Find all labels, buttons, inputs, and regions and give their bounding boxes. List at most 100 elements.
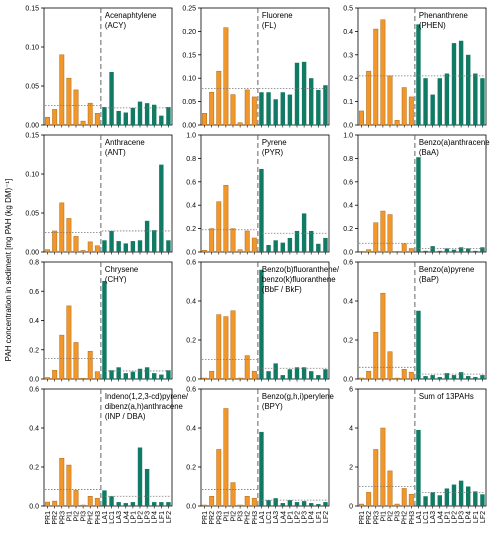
x-tick-label: LP2 <box>295 511 302 524</box>
bar-lake-LA3 <box>116 367 121 379</box>
bar-river-PR3 <box>216 201 222 253</box>
bar-lake-LA3 <box>116 502 121 506</box>
bar-river-PR1 <box>359 377 365 380</box>
bar-river-PH2 <box>244 230 250 253</box>
bar-river-PR1 <box>45 377 51 380</box>
bar-lake-LF2 <box>323 369 328 379</box>
bar-river-PR1 <box>45 116 51 126</box>
bar-lake-LP2 <box>137 240 143 252</box>
x-tick-label: LP4 <box>466 511 473 524</box>
chart-panel: 0.00 0.05 0.10 0.15 Acenaphtylene(ACY) <box>25 6 173 130</box>
y-tick-label: 0.05 <box>25 211 39 218</box>
chart-panel: 0.00 0.05 0.10 0.15 0.20 0.25 Fluorene(FL) <box>182 6 330 130</box>
bar-lake-LF2 <box>166 107 171 125</box>
x-tick-label: LA4 <box>280 511 287 524</box>
y-tick-label: 0.2 <box>186 465 196 472</box>
bar-lake-LP2 <box>294 502 300 506</box>
bar-lake-LF2 <box>480 78 485 125</box>
bar-river-PI2 <box>73 236 79 253</box>
bar-lake-LP1 <box>287 369 293 379</box>
bar-lake-LP1 <box>444 373 450 379</box>
bar-river-PR1 <box>45 249 51 253</box>
y-tick-label: 1.0 <box>343 133 353 140</box>
x-tick-label: PR2 <box>366 511 373 525</box>
x-tick-label: PH3 <box>252 511 259 525</box>
bar-river-PH3 <box>251 370 257 380</box>
bar-river-PH3 <box>408 248 414 253</box>
bar-river-PR2 <box>366 70 372 126</box>
y-tick-label: 0.2 <box>343 226 353 233</box>
y-tick-label: 0.10 <box>182 76 196 83</box>
bar-river-PI2 <box>387 351 393 380</box>
chart-panel: 0.0 0.2 0.4 0.6 Benzo(b)fluoranthene/benzo(k… <box>186 260 340 384</box>
bar-lake-LF2 <box>166 370 171 379</box>
x-tick-label: PR3 <box>216 511 223 525</box>
bar-river-PR1 <box>359 110 365 126</box>
bar-river-PI3 <box>237 249 243 253</box>
bar-river-PH3 <box>408 96 414 126</box>
x-tick-label: PI1 <box>380 511 387 522</box>
bar-lake-LA1 <box>416 429 421 506</box>
y-tick-label: 0.0 <box>186 250 196 257</box>
bar-river-PI1 <box>223 27 229 126</box>
chart-panel: 0.0 0.2 0.4 0.6 Benzo(g,h,i)perylene(BPY) PR1… <box>186 387 334 525</box>
bar-river-PR3 <box>216 314 222 380</box>
chart-panel: 0 2 4 6 Sum of 13PAHs PR1 PR2 PR3 PI1 PI2 PI3 PH2 PH… <box>349 387 487 525</box>
bar-lake-LA3 <box>430 94 435 125</box>
bar-lake-LP3 <box>458 247 464 252</box>
y-tick-label: 0.15 <box>182 52 196 59</box>
bar-river-PI3 <box>394 503 400 507</box>
bar-river-PI1 <box>380 19 386 126</box>
bar-lake-LA4 <box>123 503 128 506</box>
y-tick-label: 0.6 <box>186 260 196 267</box>
y-tick-label: 0.8 <box>343 156 353 163</box>
y-tick-label: 0.4 <box>186 426 196 433</box>
panel-frame <box>357 261 487 380</box>
bar-lake-LP2 <box>294 230 300 252</box>
bar-river-PH3 <box>251 96 257 126</box>
y-tick-label: 1.0 <box>186 133 196 140</box>
bar-lake-LA4 <box>280 375 285 379</box>
x-tick-label: PI1 <box>223 511 230 522</box>
panel-title-line: Benzo(a)pyrene <box>419 265 474 274</box>
bar-river-PH3 <box>94 371 100 380</box>
panel-title-line: (CHY) <box>105 275 127 284</box>
y-tick-label: 0.0 <box>343 123 353 130</box>
x-tick-label: LC1 <box>109 511 116 524</box>
bar-lake-LP3 <box>144 468 150 506</box>
bar-lake-LP4 <box>309 371 314 379</box>
bar-lake-LA3 <box>430 375 435 379</box>
bar-lake-LC1 <box>109 230 114 252</box>
panel-title-line: (BPY) <box>262 402 283 411</box>
x-tick-label: LF1 <box>473 511 480 523</box>
bar-river-PI2 <box>230 310 236 380</box>
panel-frame <box>200 134 330 253</box>
bar-lake-LC1 <box>423 78 428 125</box>
bar-river-PR3 <box>59 202 65 253</box>
x-tick-label: PI3 <box>238 511 245 522</box>
panel-title-line: (BbF / BkF) <box>262 285 302 294</box>
bar-lake-LF2 <box>323 237 328 252</box>
bar-river-PH2 <box>87 350 93 380</box>
y-tick-label: 0.10 <box>25 172 39 179</box>
bar-lake-LA1 <box>259 92 264 125</box>
bar-river-PI3 <box>237 504 243 507</box>
bar-river-PI3 <box>394 377 400 380</box>
bar-lake-LA4 <box>437 495 442 506</box>
bar-river-PH2 <box>401 87 407 126</box>
bar-river-PI2 <box>73 490 79 507</box>
x-tick-label: LF2 <box>166 511 173 523</box>
y-tick-label: 0.2 <box>343 338 353 345</box>
x-tick-label: LF2 <box>480 511 487 523</box>
bar-river-PI2 <box>230 94 236 126</box>
y-tick-label: 0.15 <box>25 6 39 13</box>
bar-lake-LC1 <box>266 92 271 125</box>
bar-lake-LP3 <box>144 367 150 379</box>
y-tick-label: 2 <box>349 465 353 472</box>
y-tick-label: 0.2 <box>186 338 196 345</box>
x-tick-label: LF1 <box>316 511 323 523</box>
bar-river-PR1 <box>202 249 208 253</box>
y-tick-label: 0.6 <box>343 260 353 267</box>
bar-river-PH3 <box>251 497 257 507</box>
panel-frame <box>200 388 330 507</box>
